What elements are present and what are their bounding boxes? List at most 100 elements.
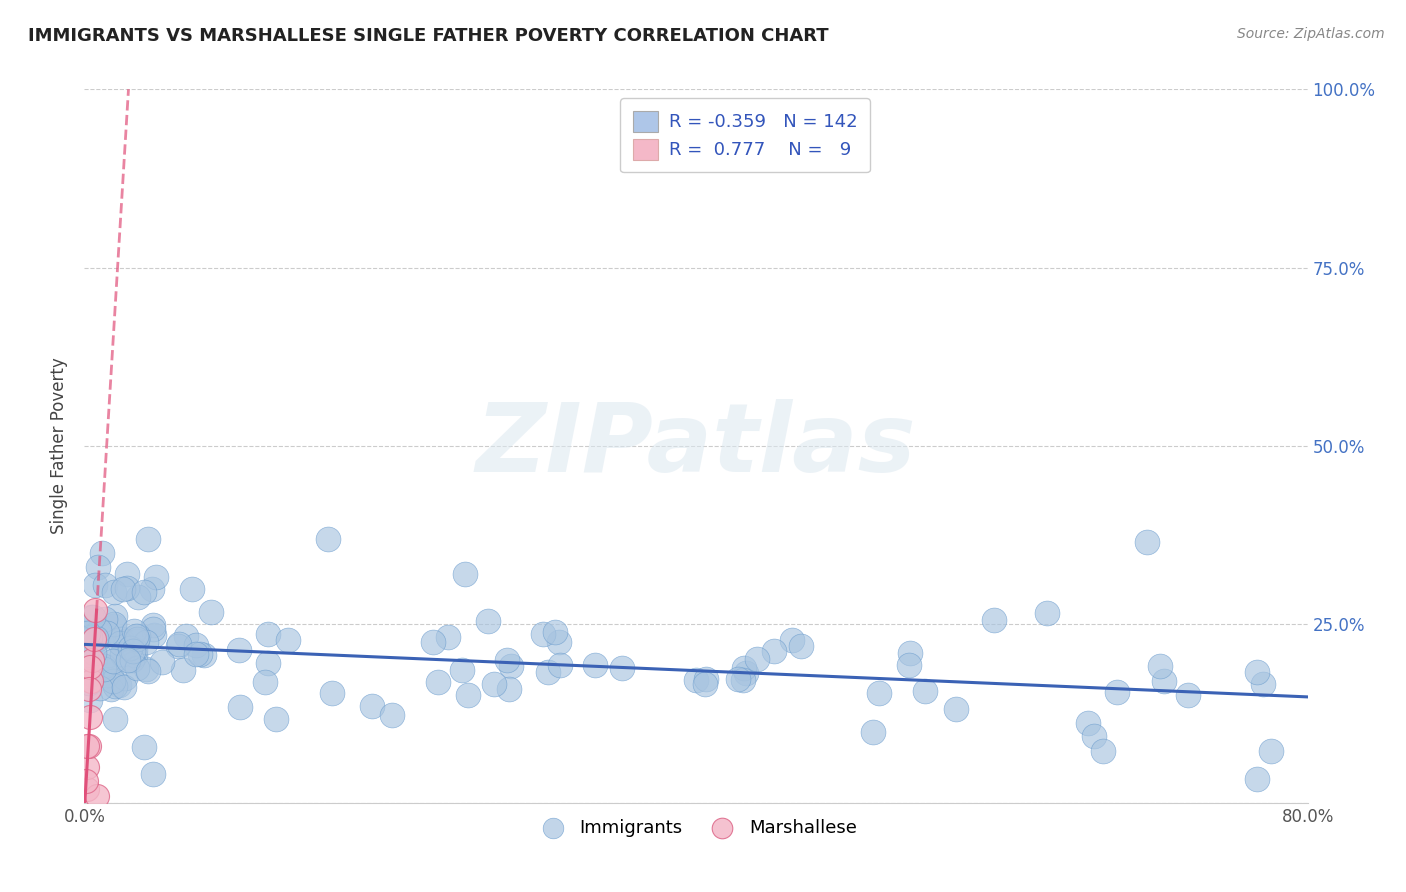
- Point: [184, 639, 207, 653]
- Point: [427, 675, 450, 690]
- Point: [117, 567, 139, 582]
- Point: [898, 658, 921, 673]
- Point: [110, 632, 132, 647]
- Point: [1092, 744, 1115, 758]
- Point: [117, 653, 139, 667]
- Point: [733, 673, 755, 688]
- Point: [1246, 772, 1268, 787]
- Point: [898, 646, 921, 660]
- Point: [127, 628, 149, 642]
- Point: [868, 686, 890, 700]
- Point: [114, 634, 136, 648]
- Point: [103, 654, 125, 668]
- Point: [121, 653, 143, 667]
- Point: [188, 648, 211, 662]
- Point: [122, 624, 145, 638]
- Point: [733, 661, 755, 675]
- Text: ZIPatlas: ZIPatlas: [475, 400, 917, 492]
- Point: [695, 672, 717, 686]
- Point: [734, 666, 756, 681]
- Point: [610, 661, 633, 675]
- Point: [91, 546, 114, 560]
- Point: [82, 610, 104, 624]
- Point: [498, 681, 520, 696]
- Point: [125, 634, 148, 648]
- Legend: Immigrants, Marshallese: Immigrants, Marshallese: [527, 812, 865, 844]
- Point: [89, 623, 111, 637]
- Point: [537, 665, 560, 680]
- Point: [104, 712, 127, 726]
- Point: [93, 659, 115, 673]
- Point: [91, 628, 114, 642]
- Point: [76, 624, 98, 639]
- Point: [89, 681, 111, 695]
- Point: [453, 567, 475, 582]
- Point: [914, 684, 936, 698]
- Point: [318, 532, 340, 546]
- Point: [93, 662, 115, 676]
- Point: [142, 618, 165, 632]
- Point: [114, 672, 136, 686]
- Point: [75, 648, 97, 662]
- Point: [548, 635, 571, 649]
- Point: [141, 582, 163, 596]
- Point: [422, 635, 444, 649]
- Point: [103, 584, 125, 599]
- Point: [228, 643, 250, 657]
- Point: [86, 789, 108, 803]
- Point: [747, 652, 769, 666]
- Point: [127, 590, 149, 604]
- Point: [124, 642, 146, 657]
- Point: [790, 639, 813, 653]
- Point: [548, 657, 571, 672]
- Point: [84, 631, 107, 645]
- Point: [360, 698, 382, 713]
- Point: [127, 632, 149, 646]
- Point: [135, 634, 157, 648]
- Point: [544, 624, 567, 639]
- Point: [87, 632, 110, 647]
- Point: [84, 578, 107, 592]
- Point: [257, 626, 280, 640]
- Point: [727, 672, 749, 686]
- Point: [111, 582, 134, 596]
- Point: [983, 613, 1005, 627]
- Y-axis label: Single Father Poverty: Single Father Poverty: [51, 358, 69, 534]
- Point: [118, 640, 141, 655]
- Point: [1149, 658, 1171, 673]
- Point: [80, 610, 103, 624]
- Point: [79, 630, 101, 644]
- Point: [135, 662, 157, 676]
- Point: [142, 767, 165, 781]
- Point: [1251, 677, 1274, 691]
- Point: [121, 644, 143, 658]
- Point: [79, 693, 101, 707]
- Point: [101, 673, 124, 688]
- Point: [134, 740, 156, 755]
- Point: [108, 678, 131, 692]
- Point: [145, 569, 167, 583]
- Point: [136, 664, 159, 678]
- Point: [862, 725, 884, 739]
- Point: [583, 658, 606, 673]
- Point: [84, 603, 107, 617]
- Point: [115, 582, 138, 596]
- Point: [96, 668, 118, 682]
- Point: [321, 686, 343, 700]
- Point: [1036, 606, 1059, 620]
- Point: [76, 739, 98, 753]
- Point: [96, 626, 118, 640]
- Point: [76, 781, 98, 796]
- Point: [125, 629, 148, 643]
- Point: [150, 655, 173, 669]
- Point: [496, 653, 519, 667]
- Point: [80, 653, 103, 667]
- Point: [457, 688, 479, 702]
- Point: [1083, 729, 1105, 743]
- Point: [763, 643, 786, 657]
- Point: [477, 614, 499, 628]
- Point: [181, 582, 204, 597]
- Point: [277, 633, 299, 648]
- Point: [257, 656, 280, 670]
- Point: [945, 701, 967, 715]
